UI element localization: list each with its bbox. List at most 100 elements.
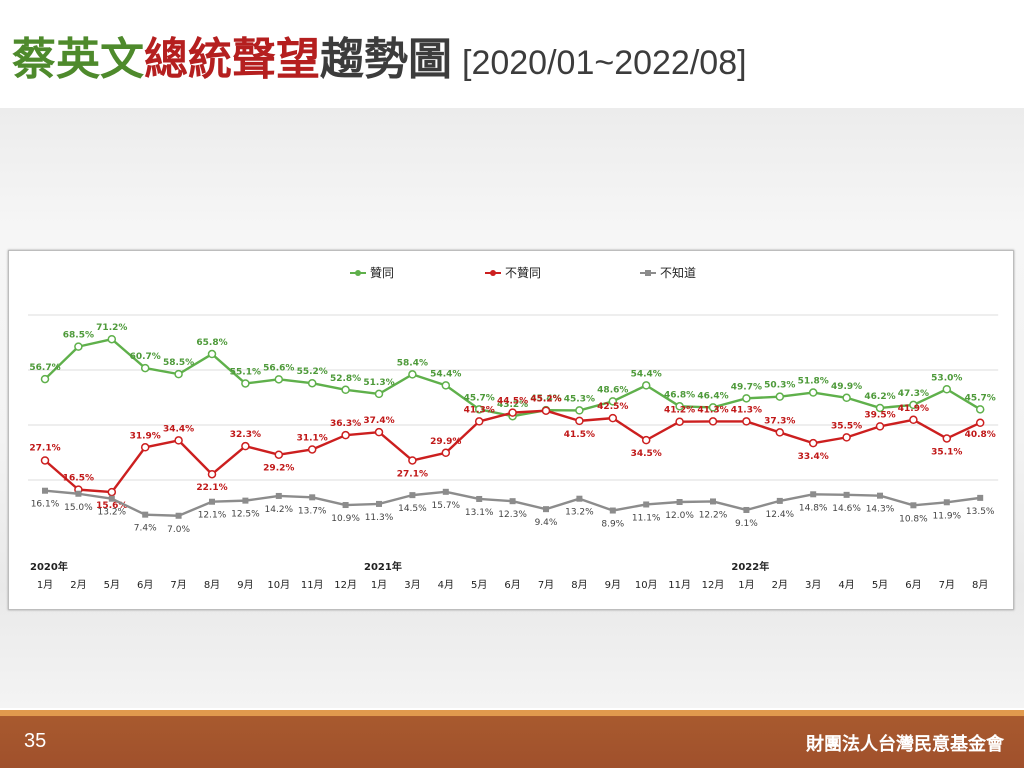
- data-label: 44.5%: [497, 397, 528, 407]
- data-label: 37.4%: [363, 416, 394, 426]
- data-label: 58.5%: [163, 358, 194, 368]
- data-label: 36.3%: [330, 419, 361, 429]
- data-label: 45.4%: [530, 394, 561, 404]
- data-label: 46.2%: [864, 392, 895, 402]
- data-point: [140, 363, 150, 373]
- data-label: 41.3%: [731, 405, 762, 415]
- x-tick-label: 6月: [137, 579, 153, 591]
- legend-swatch-marker: [490, 270, 496, 276]
- data-label: 39.5%: [864, 410, 895, 420]
- data-label: 29.2%: [263, 464, 294, 474]
- x-tick-label: 3月: [404, 579, 420, 591]
- data-point: [75, 490, 82, 497]
- data-label: 14.3%: [866, 505, 895, 515]
- data-point: [708, 417, 718, 426]
- year-label: 2021年: [364, 560, 402, 573]
- data-point: [174, 436, 183, 445]
- data-point: [42, 487, 48, 494]
- data-point: [476, 495, 483, 502]
- data-label: 53.0%: [931, 373, 962, 383]
- data-point: [743, 506, 750, 513]
- data-label: 55.1%: [230, 367, 261, 377]
- data-point: [675, 402, 684, 411]
- data-point: [608, 413, 618, 423]
- data-point: [776, 497, 783, 504]
- x-tick-label: 11月: [668, 579, 691, 591]
- data-label: 41.9%: [898, 404, 929, 414]
- data-label: 49.9%: [831, 382, 862, 392]
- slide-header: 蔡英文總統聲望趨勢圖 [2020/01~2022/08]: [0, 0, 1024, 108]
- x-tick-label: 12月: [702, 579, 725, 591]
- x-tick-label: 4月: [438, 579, 454, 591]
- data-point: [742, 394, 751, 403]
- x-tick-label: 8月: [571, 579, 587, 591]
- data-point: [508, 408, 517, 417]
- x-tick-label: 1月: [738, 579, 754, 591]
- footer-accent-line: [0, 710, 1024, 716]
- data-point: [342, 502, 349, 509]
- legend-swatch-marker: [355, 270, 361, 276]
- data-point: [576, 495, 583, 502]
- data-label: 45.7%: [464, 393, 495, 403]
- data-label: 16.5%: [63, 474, 94, 484]
- x-tick-label: 2月: [70, 579, 86, 591]
- data-label: 41.2%: [664, 406, 695, 416]
- data-label: 7.0%: [167, 525, 190, 535]
- data-label: 48.6%: [597, 385, 628, 395]
- data-point: [441, 448, 451, 458]
- chart-frame: [8, 250, 1014, 610]
- data-point: [274, 450, 284, 459]
- x-tick-label: 6月: [504, 579, 520, 591]
- data-label: 13.5%: [966, 507, 995, 517]
- x-tick-label: 7月: [939, 579, 955, 591]
- legend-entry-label: 不贊同: [505, 266, 541, 280]
- data-label: 58.4%: [397, 358, 428, 368]
- slide-footer: 35 財團法人台灣民意基金會: [0, 710, 1024, 768]
- data-label: 8.9%: [601, 520, 624, 530]
- data-label: 13.7%: [298, 506, 327, 516]
- data-label: 27.1%: [397, 469, 428, 479]
- data-label: 41.3%: [697, 405, 728, 415]
- data-point: [241, 441, 250, 451]
- x-tick-label: 12月: [334, 579, 357, 591]
- data-label: 43.2%: [497, 400, 528, 410]
- title-date-range: [2020/01~2022/08]: [462, 44, 747, 82]
- data-point: [207, 469, 217, 479]
- data-point: [408, 456, 417, 465]
- x-tick-label: 7月: [538, 579, 554, 591]
- data-label: 46.8%: [664, 390, 695, 400]
- data-label: 52.8%: [330, 374, 361, 384]
- x-tick-label: 10月: [635, 579, 658, 591]
- x-tick-label: 8月: [204, 579, 220, 591]
- data-point: [474, 405, 484, 414]
- data-label: 51.3%: [363, 378, 394, 388]
- data-label: 27.1%: [29, 443, 60, 453]
- data-point: [107, 334, 117, 344]
- legend-swatch-marker: [645, 270, 651, 276]
- data-point: [175, 512, 182, 519]
- data-point: [775, 392, 785, 401]
- data-point: [575, 406, 584, 415]
- data-point: [441, 381, 451, 390]
- data-point: [209, 498, 215, 505]
- data-point: [877, 492, 883, 499]
- data-point: [140, 443, 150, 452]
- x-tick-label: 1月: [371, 579, 387, 591]
- data-label: 22.1%: [196, 483, 227, 493]
- data-point: [174, 369, 183, 379]
- x-tick-label: 1月: [37, 579, 53, 591]
- data-point: [40, 456, 50, 465]
- data-point: [474, 417, 484, 426]
- data-label: 54.4%: [631, 369, 662, 379]
- data-point: [609, 507, 616, 514]
- legend-entry-label: 贊同: [370, 266, 394, 280]
- data-point: [875, 403, 885, 413]
- data-label: 13.2%: [565, 508, 594, 518]
- data-point: [575, 416, 584, 426]
- data-label: 37.3%: [764, 416, 795, 426]
- data-label: 16.1%: [31, 500, 60, 510]
- x-tick-label: 10月: [267, 579, 290, 591]
- data-point: [307, 378, 317, 388]
- x-tick-label: 8月: [972, 579, 988, 591]
